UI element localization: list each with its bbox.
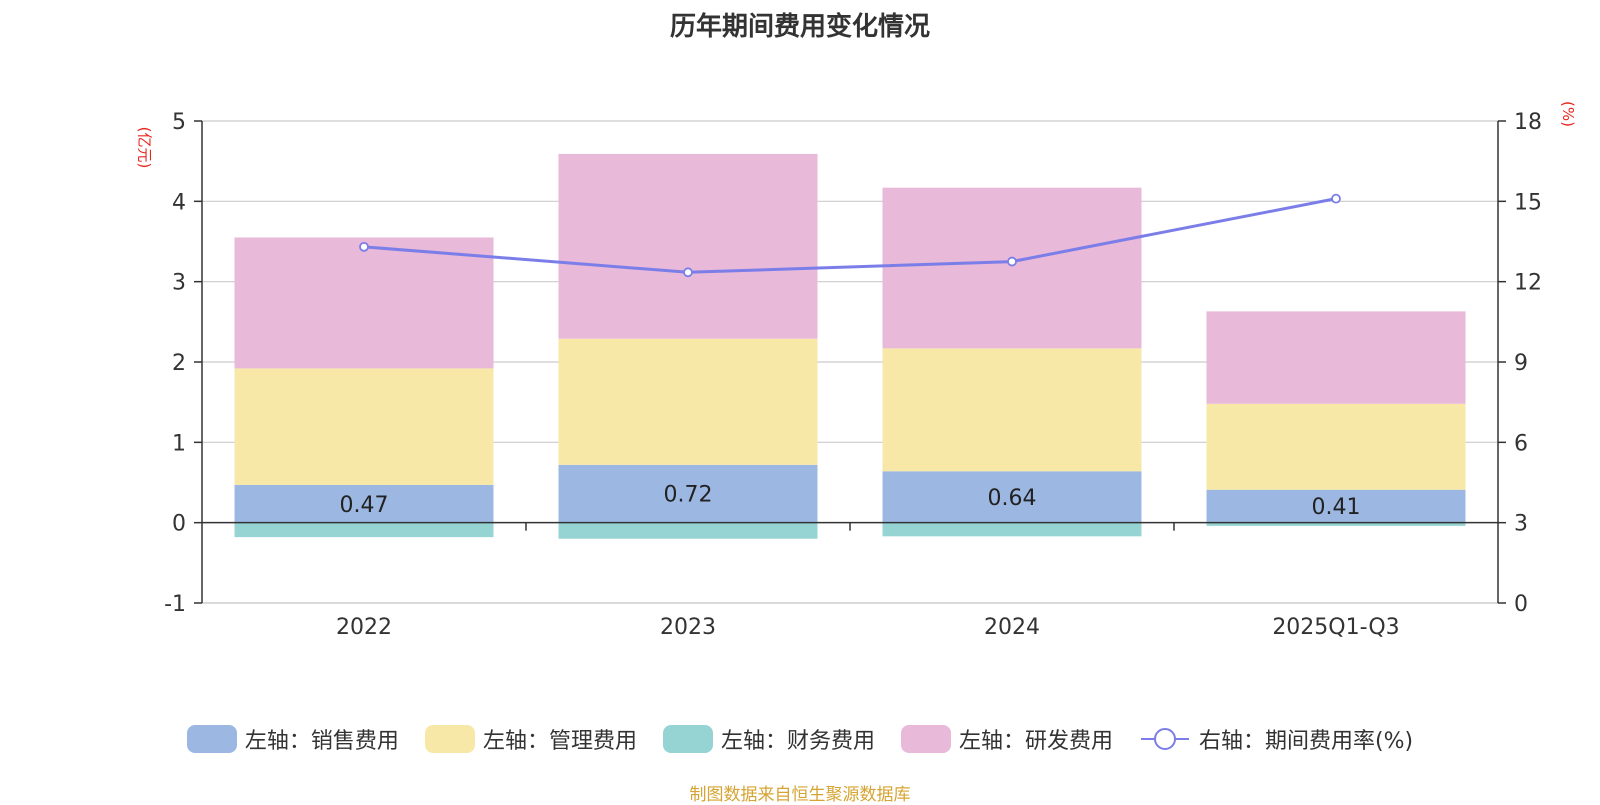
data-label-sales-2: 0.64 (988, 486, 1037, 511)
bar-finance-1 (558, 522, 818, 539)
left-tick-label-1: 0 (172, 512, 186, 537)
left-tick-label-0: -1 (164, 592, 186, 617)
legend-swatch-sales (186, 725, 237, 753)
chart-title: 历年期间费用变化情况 (669, 12, 930, 42)
source-note: 制图数据来自恒生聚源数据库 (689, 785, 911, 805)
bar-sales-0 (234, 484, 494, 523)
right-tick-label-0: 0 (1514, 592, 1528, 617)
legend-swatch-rnd (900, 725, 951, 753)
legend-swatch-finance (662, 725, 713, 753)
rate-point-3 (1331, 193, 1341, 204)
legend-label-admin: 左轴：管理费用 (482, 729, 637, 754)
right-tick-label-4: 12 (1514, 271, 1542, 296)
legend-label-finance: 左轴：财务费用 (720, 729, 875, 754)
bar-admin-0 (234, 368, 494, 485)
bar-sales-2 (882, 471, 1142, 523)
left-tick-label-4: 3 (172, 271, 186, 296)
bar-finance-0 (234, 522, 494, 538)
rate-point-0 (359, 241, 369, 252)
legend-item-rate[interactable]: 右轴：期间费用率(%) (1139, 723, 1413, 755)
bar-sales-3 (1206, 489, 1466, 523)
legend-item-finance[interactable]: 左轴：财务费用 (662, 723, 875, 755)
legend-label-rnd: 左轴：研发费用 (958, 729, 1113, 754)
right-tick-label-6: 18 (1514, 110, 1542, 135)
legend-item-rnd[interactable]: 左轴：研发费用 (900, 723, 1113, 755)
bar-finance-2 (882, 522, 1142, 537)
legend-item-sales[interactable]: 左轴：销售费用 (186, 723, 399, 755)
bar-sales-1 (558, 464, 818, 523)
rate-line (363, 197, 1337, 274)
data-label-sales-3: 0.41 (1312, 495, 1361, 520)
right-tick-label-1: 3 (1514, 512, 1528, 537)
data-label-sales-1: 0.72 (664, 483, 713, 508)
rate-point-2 (1007, 256, 1017, 267)
right-tick-label-2: 6 (1514, 431, 1528, 456)
legend-item-admin[interactable]: 左轴：管理费用 (424, 723, 637, 755)
left-tick-label-2: 1 (172, 431, 186, 456)
bar-rnd-3 (1206, 311, 1466, 404)
left-tick-label-6: 5 (172, 110, 186, 135)
bar-admin-2 (882, 348, 1142, 472)
x-tick-label-3: 2025Q1-Q3 (1272, 615, 1399, 640)
bar-admin-3 (1206, 403, 1466, 490)
data-label-sales-0: 0.47 (340, 493, 389, 518)
right-tick-label-3: 9 (1514, 351, 1528, 376)
bar-admin-1 (558, 338, 818, 465)
legend-swatch-rate-line (1139, 725, 1191, 753)
left-tick-label-5: 4 (172, 190, 186, 215)
x-tick-label-0: 2022 (336, 615, 392, 640)
legend: 左轴：销售费用 左轴：管理费用 左轴：财务费用 左轴：研发费用 右轴：期间费用率… (0, 723, 1600, 755)
bar-finance-3 (1206, 522, 1466, 526)
legend-label-sales: 左轴：销售费用 (244, 729, 399, 754)
bar-rnd-2 (882, 187, 1142, 349)
rate-point-1 (683, 267, 693, 278)
x-tick-label-2: 2024 (984, 615, 1040, 640)
left-tick-label-3: 2 (172, 351, 186, 376)
bar-rnd-1 (558, 153, 818, 339)
legend-swatch-admin (424, 725, 475, 753)
right-tick-label-5: 15 (1514, 190, 1542, 215)
x-tick-label-1: 2023 (660, 615, 716, 640)
bar-rnd-0 (234, 237, 494, 369)
legend-label-rate: 右轴：期间费用率(%) (1198, 729, 1414, 754)
